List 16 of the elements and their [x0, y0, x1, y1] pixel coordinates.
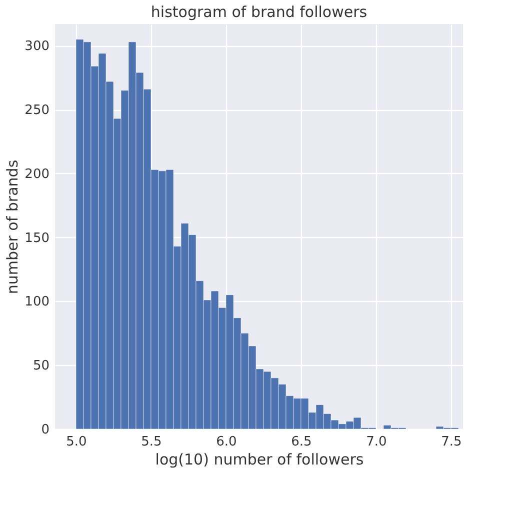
y-tick-label: 0 [41, 422, 50, 438]
y-tick-label: 300 [24, 39, 50, 54]
x-tick-label: 6.0 [216, 434, 237, 450]
y-tick-label: 150 [24, 230, 50, 246]
x-tick-label: 7.5 [441, 434, 462, 450]
y-axis-title: number of brands [4, 160, 22, 294]
y-tick-label: 100 [24, 294, 50, 310]
y-tick-label: 50 [32, 358, 50, 374]
x-tick-label: 5.5 [141, 434, 162, 450]
x-tick-label: 7.0 [366, 434, 387, 450]
chart-title: histogram of brand followers [150, 3, 368, 21]
y-tick-label: 200 [24, 166, 50, 182]
y-tick-label: 250 [24, 103, 50, 118]
x-axis-title: log(10) number of followers [155, 450, 364, 468]
x-tick-label: 5.0 [66, 434, 87, 450]
x-tick-label: 6.5 [291, 434, 312, 450]
